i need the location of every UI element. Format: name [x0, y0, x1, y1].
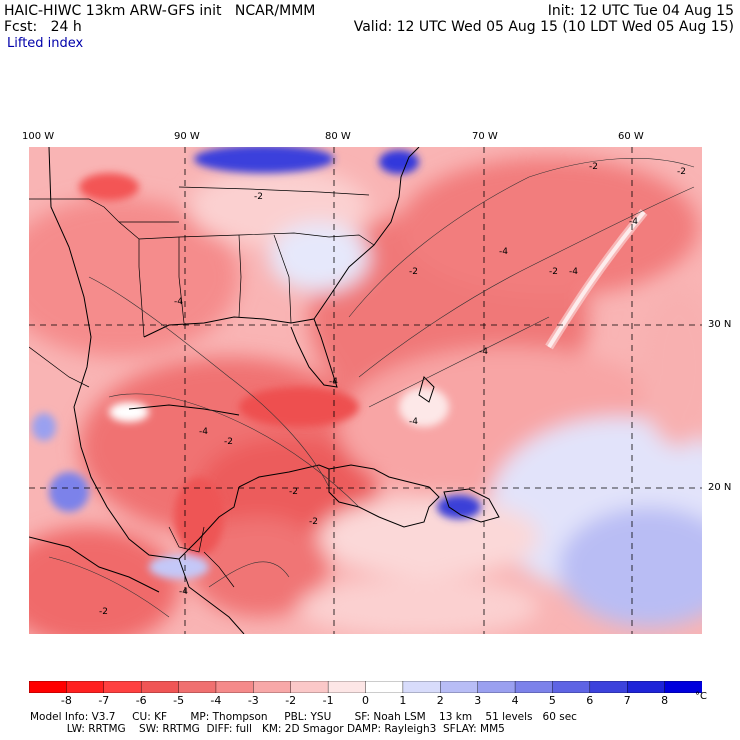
- colorbar-tick-label: -8: [60, 694, 72, 707]
- colorbar-tick-label: -6: [135, 694, 147, 707]
- field-name: Lifted index: [7, 36, 84, 51]
- shaded-field: [29, 147, 702, 634]
- colorbar-swatch: [327, 681, 367, 693]
- colorbar-tick-label: -5: [173, 694, 185, 707]
- contour-label: -4: [174, 297, 183, 307]
- colorbar-tick-label: 3: [474, 694, 482, 707]
- colorbar-swatch: [215, 681, 255, 693]
- colorbar-swatch: [664, 681, 702, 693]
- contour-label: -2: [224, 437, 233, 447]
- contour-label: -4: [179, 587, 188, 597]
- forecast-hour: Fcst: 24 h: [4, 19, 82, 35]
- lon-label-70w: 70 W: [472, 131, 498, 142]
- contour-label: -4: [329, 377, 338, 387]
- coastlines: [29, 147, 500, 634]
- colorbar-tick-label: -7: [98, 694, 110, 707]
- colorbar-swatch: [402, 681, 441, 693]
- colorbar-swatch: [589, 681, 628, 693]
- colorbar-swatch: [103, 681, 142, 693]
- contour-label: -4: [569, 267, 578, 277]
- colorbar-unit: °C: [695, 691, 707, 702]
- contour-label: -2: [409, 267, 418, 277]
- colorbar-tick-label: 1: [399, 694, 407, 707]
- contour-label: -2: [99, 607, 108, 617]
- contour-label: -2: [549, 267, 558, 277]
- colorbar-swatch: [253, 681, 292, 693]
- colorbar: [29, 681, 702, 693]
- contour-label-layer: -2 -4 -2 -4 -4 -2 -4 -2 -4 -2 -4 -2 -2 -4 -4 -2 -2 -4: [29, 147, 702, 634]
- contour-label: -2: [254, 192, 263, 202]
- colorbar-tick-label: 6: [586, 694, 594, 707]
- lifted-index-map: [29, 147, 702, 634]
- colorbar-tick-label: 4: [511, 694, 519, 707]
- colorbar-swatch: [514, 681, 554, 693]
- colorbar-swatch: [290, 681, 329, 693]
- valid-time: Valid: 12 UTC Wed 05 Aug 15 (10 LDT Wed …: [353, 19, 734, 35]
- contour-label: -2: [677, 167, 686, 177]
- lat-label-30n: 30 N: [708, 319, 732, 330]
- init-time: Init: 12 UTC Tue 04 Aug 15: [547, 3, 734, 19]
- colorbar-tick-label: -2: [285, 694, 297, 707]
- colorbar-swatch: [440, 681, 479, 693]
- colorbar-ticks: -8 -7 -6 -5 -4 -3 -2 -1 0 1 2 3 4 5 6 7 8 °C: [29, 691, 729, 710]
- colorbar-tick-label: -1: [322, 694, 334, 707]
- contour-label: -2: [309, 517, 318, 527]
- lon-label-90w: 90 W: [174, 131, 200, 142]
- colorbar-tick-label: -4: [210, 694, 222, 707]
- colorbar-swatch: [29, 681, 68, 693]
- contours: [48, 158, 695, 618]
- lon-label-60w: 60 W: [618, 131, 644, 142]
- contour-label: -2: [289, 487, 298, 497]
- colorbar-tick-label: 0: [362, 694, 369, 707]
- contour-label: -4: [629, 217, 638, 227]
- colorbar-tick-label: 5: [548, 694, 556, 707]
- colorbar-swatch: [552, 681, 591, 693]
- lon-label-100w: 100 W: [22, 131, 55, 142]
- model-info-line1: Model Info: V3.7 CU: KF MP: Thompson PBL…: [30, 711, 577, 723]
- political-borders: [29, 186, 375, 588]
- colorbar-swatch: [627, 681, 666, 693]
- lat-label-20n: 20 N: [708, 482, 732, 493]
- colorbar-swatch: [365, 681, 404, 693]
- contour-label: -4: [479, 347, 488, 357]
- colorbar-tick-label: 8: [661, 694, 669, 707]
- colorbar-swatch: [66, 681, 105, 693]
- colorbar-tick-label: 7: [623, 694, 631, 707]
- lon-label-80w: 80 W: [325, 131, 351, 142]
- model-info-line2: LW: RRTMG SW: RRTMG DIFF: full KM: 2D Sm…: [30, 723, 505, 735]
- contour-label: -4: [409, 417, 418, 427]
- colorbar-swatch: [477, 681, 516, 693]
- colorbar-swatch: [140, 681, 180, 693]
- colorbar-swatch: [178, 681, 217, 693]
- contour-label: -4: [199, 427, 208, 437]
- colorbar-tick-label: -3: [247, 694, 259, 707]
- grid-lines: [29, 147, 702, 634]
- colorbar-tick-label: 2: [436, 694, 444, 707]
- contour-label: -4: [499, 247, 508, 257]
- model-title: HAIC-HIWC 13km ARW-GFS init NCAR/MMM: [4, 3, 316, 19]
- contour-label: -2: [589, 162, 598, 172]
